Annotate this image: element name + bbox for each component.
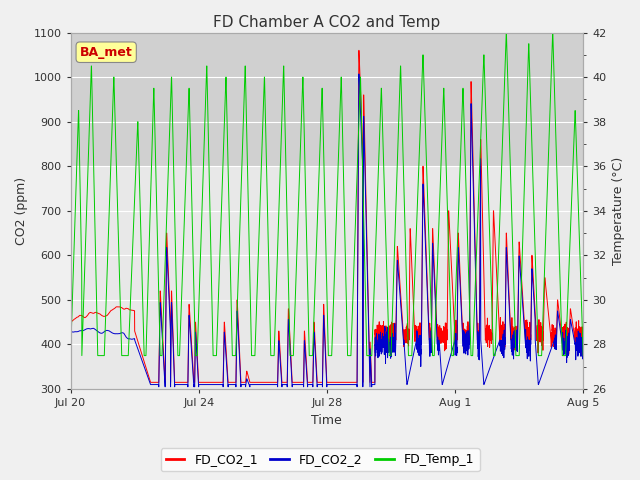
Y-axis label: CO2 (ppm): CO2 (ppm)	[15, 177, 28, 245]
Text: BA_met: BA_met	[80, 46, 132, 59]
Title: FD Chamber A CO2 and Temp: FD Chamber A CO2 and Temp	[213, 15, 440, 30]
Legend: FD_CO2_1, FD_CO2_2, FD_Temp_1: FD_CO2_1, FD_CO2_2, FD_Temp_1	[161, 448, 479, 471]
Bar	[70, 33, 583, 166]
X-axis label: Time: Time	[312, 414, 342, 427]
Y-axis label: Temperature (°C): Temperature (°C)	[612, 156, 625, 265]
